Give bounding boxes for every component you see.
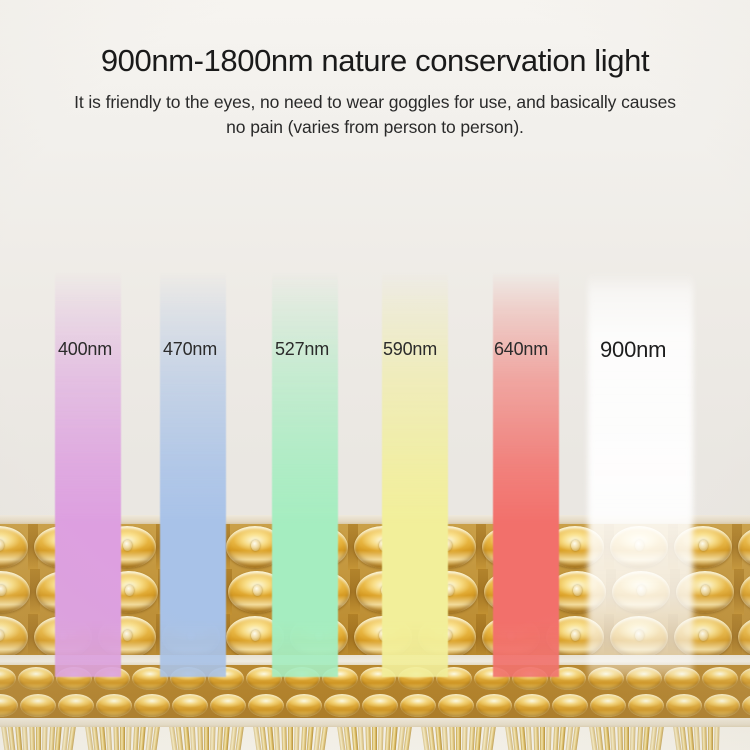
lens-divider <box>732 524 742 570</box>
small-led-lens <box>742 694 750 717</box>
band-gradient <box>382 272 448 677</box>
lens-divider <box>350 569 360 615</box>
small-lens-array <box>0 665 750 723</box>
band-label-527nm: 527nm <box>275 339 330 359</box>
small-led-lens <box>324 694 360 717</box>
panel-bottom-edge <box>0 718 750 729</box>
lens-divider <box>734 569 744 615</box>
wavelength-band-640nm <box>493 272 559 677</box>
lens-divider <box>28 524 38 570</box>
fiber-strand <box>36 727 41 750</box>
small-led-lens <box>18 667 54 690</box>
small-led-lens <box>666 694 702 717</box>
band-gradient <box>160 272 226 677</box>
wavelength-band-527nm <box>272 272 338 677</box>
band-gradient <box>272 272 338 677</box>
small-led-lens <box>628 694 664 717</box>
led-lens <box>740 571 750 613</box>
fiber-strand <box>540 727 545 750</box>
small-led-lens <box>514 694 550 717</box>
band-label-470nm: 470nm <box>163 339 218 359</box>
header-block: 900nm-1800nm nature conservation light I… <box>0 0 750 141</box>
small-led-lens <box>740 667 750 690</box>
band-gradient <box>493 272 559 677</box>
fiber-strand <box>708 727 713 750</box>
band-label-900nm: 900nm <box>600 337 667 362</box>
band-label-640nm: 640nm <box>494 339 549 359</box>
band-label-400nm: 400nm <box>58 339 113 359</box>
lens-divider <box>732 614 742 659</box>
small-led-lens <box>0 667 16 690</box>
lens-divider <box>476 614 486 659</box>
lens-divider <box>30 569 40 615</box>
small-lens-row <box>0 692 750 720</box>
lens-divider <box>476 524 486 570</box>
lens-divider <box>348 524 358 570</box>
led-lens <box>738 526 750 568</box>
fiber-strand <box>372 727 377 750</box>
small-led-lens <box>58 694 94 717</box>
small-led-lens <box>20 694 56 717</box>
small-led-lens <box>476 694 512 717</box>
band-label-590nm: 590nm <box>383 339 438 359</box>
small-led-lens <box>590 694 626 717</box>
small-led-lens <box>132 667 168 690</box>
small-led-lens <box>552 694 588 717</box>
fiber-strand <box>456 727 461 750</box>
fiber-strand <box>624 727 629 750</box>
small-led-lens <box>400 694 436 717</box>
small-led-lens <box>210 694 246 717</box>
fiber-strip <box>0 727 750 750</box>
band-gradient <box>588 272 693 677</box>
small-led-lens <box>248 694 284 717</box>
small-led-lens <box>702 667 738 690</box>
lens-divider <box>28 614 38 659</box>
subtitle-line-1: It is friendly to the eyes, no need to w… <box>74 92 676 113</box>
led-lens <box>738 616 750 658</box>
small-led-lens <box>362 694 398 717</box>
small-led-lens <box>704 694 740 717</box>
wavelength-band-900nm <box>588 272 693 677</box>
small-led-lens <box>286 694 322 717</box>
wavelength-band-470nm <box>160 272 226 677</box>
fiber-strand <box>204 727 209 750</box>
small-led-lens <box>438 694 474 717</box>
small-led-lens <box>550 667 586 690</box>
small-led-lens <box>134 694 170 717</box>
fiber-strand <box>288 727 293 750</box>
small-led-lens <box>0 694 18 717</box>
band-gradient <box>55 272 121 677</box>
wavelength-band-400nm <box>55 272 121 677</box>
subtitle-line-2: no pain (varies from person to person). <box>226 117 524 138</box>
wavelength-band-590nm <box>382 272 448 677</box>
page-subtitle: It is friendly to the eyes, no need to w… <box>0 90 750 141</box>
lens-divider <box>348 614 358 659</box>
lens-divider <box>222 569 232 615</box>
page-title: 900nm-1800nm nature conservation light <box>100 43 650 78</box>
small-led-lens <box>96 694 132 717</box>
fiber-strand <box>120 727 125 750</box>
lens-divider <box>478 569 488 615</box>
small-led-lens <box>172 694 208 717</box>
